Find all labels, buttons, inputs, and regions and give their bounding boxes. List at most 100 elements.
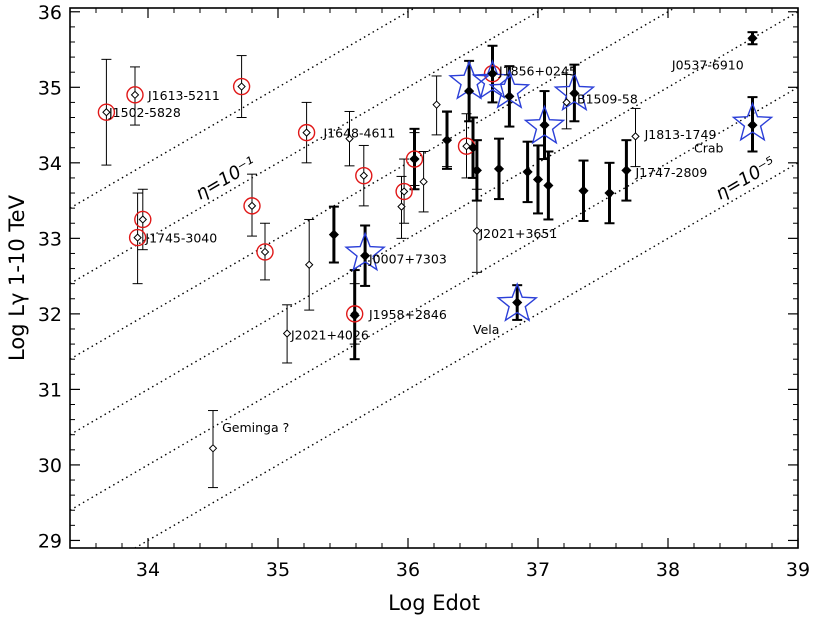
red-circle-markers	[97, 65, 502, 323]
thick-point-2	[360, 250, 371, 261]
annotation-label-7: Geminga ?	[222, 420, 289, 435]
thin-point-5	[237, 82, 246, 91]
thick-point-12	[522, 166, 533, 177]
efficiency-label-5: η=10⁻⁵	[712, 153, 780, 204]
thin-point-23	[631, 132, 640, 141]
thin-point-15	[399, 187, 409, 196]
y-tick-label-4: 33	[38, 228, 62, 250]
annotation-label-6: J2021+4026	[290, 327, 369, 342]
x-tick-label-1: 35	[266, 559, 290, 581]
red-circle-6	[256, 243, 274, 261]
red-circle-4	[232, 77, 251, 96]
red-circle-0	[97, 103, 116, 121]
annotation-label-8: J2021+3651	[479, 226, 558, 241]
thin-point-20	[462, 142, 471, 151]
annotation-label-5: J1958+2846	[368, 307, 447, 322]
y-tick-label-7: 36	[38, 2, 62, 24]
thick-point-16	[569, 88, 580, 99]
annotation-label-2: J1745-3040	[144, 231, 217, 246]
efficiency-line-1	[70, 8, 546, 285]
y-tick-label-2: 31	[38, 379, 62, 401]
thin-point-6	[247, 201, 257, 211]
thin-point-4	[208, 444, 218, 453]
annotation-label-10: J1856+0245	[498, 64, 577, 79]
red-circle-13	[483, 65, 502, 83]
red-circle-9	[355, 166, 373, 185]
efficiency-line-5	[133, 162, 798, 548]
red-circle-7	[297, 123, 316, 142]
thick-point-3	[409, 153, 420, 165]
thin-point-14	[397, 202, 406, 211]
red-circle-8	[346, 305, 364, 323]
x-tick-label-0: 34	[136, 559, 160, 581]
annotation-label-13: Crab	[694, 141, 724, 156]
red-circle-10	[395, 182, 413, 201]
blue-star-markers	[344, 59, 774, 322]
thin-point-13	[359, 171, 369, 180]
x-tick-label-3: 37	[526, 559, 550, 581]
thin-point-11	[345, 134, 354, 143]
thin-point-0	[102, 108, 111, 117]
thin-point-7	[260, 247, 270, 257]
x-tick-label-5: 39	[786, 559, 810, 581]
thick-point-21	[747, 33, 758, 44]
x-tick-label-2: 36	[396, 559, 420, 581]
annotation-label-4: J0007+7303	[368, 252, 447, 267]
thin-point-22	[562, 98, 571, 107]
thin-point-3	[138, 215, 148, 224]
thick-point-1	[349, 310, 360, 321]
thick-point-14	[539, 120, 550, 131]
efficiency-line-4	[70, 86, 798, 511]
blue-star-7	[731, 101, 774, 142]
thin-point-18	[432, 100, 441, 109]
thick-point-20	[747, 120, 758, 131]
thick-point-15	[543, 180, 554, 191]
data-points	[102, 33, 758, 453]
y-tick-label-1: 30	[38, 455, 62, 477]
red-circle-5	[243, 197, 261, 215]
y-tick-label-6: 35	[38, 77, 62, 99]
thick-point-19	[621, 165, 632, 176]
thick-point-5	[464, 86, 475, 97]
y-axis-title: Log Lγ 1-10 TeV	[5, 194, 29, 361]
thick-point-10	[504, 91, 515, 102]
thin-point-8	[282, 329, 292, 338]
y-tick-label-3: 32	[38, 304, 62, 326]
x-tick-label-4: 38	[656, 559, 680, 581]
thin-point-1	[130, 90, 140, 100]
thick-point-7	[471, 165, 482, 176]
annotation-label-1: J1502-5828	[108, 105, 181, 120]
efficiency-label-1: η=10⁻¹	[192, 153, 260, 204]
thin-point-10	[304, 260, 314, 269]
annotations: J1613-5211 J1502-5828 J1745-3040 J1648-4611…	[108, 58, 780, 436]
x-axis-title: Log Edot	[388, 591, 480, 615]
annotation-label-11: B1509-58	[577, 92, 638, 107]
thick-point-8	[487, 68, 498, 79]
blue-star-0	[344, 231, 386, 272]
annotation-label-9: Vela	[473, 322, 499, 337]
y-tick-label-0: 29	[38, 530, 62, 552]
thick-point-13	[532, 174, 544, 185]
efficiency-line-2	[70, 8, 676, 360]
thick-point-6	[467, 142, 479, 153]
thin-point-9	[302, 128, 311, 137]
thin-point-21	[472, 226, 482, 236]
efficiency-lines	[70, 8, 798, 548]
blue-star-6	[496, 282, 539, 322]
thick-point-4	[441, 135, 453, 146]
red-circle-1	[126, 86, 144, 104]
thin-point-2	[133, 233, 142, 242]
annotation-label-15: J0537-6910	[671, 58, 744, 73]
thick-point-0	[328, 229, 339, 240]
blue-star-5	[553, 71, 596, 112]
efficiency-line-3	[70, 11, 798, 436]
annotation-label-12: J1813-1749	[644, 127, 717, 142]
efficiency-line-0	[70, 8, 416, 209]
thick-point-18	[604, 187, 615, 199]
red-circle-2	[134, 210, 152, 229]
annotation-label-3: J1648-4611	[323, 126, 396, 141]
thin-point-17	[419, 177, 428, 186]
thick-point-9	[493, 163, 505, 174]
blue-star-4	[523, 104, 566, 145]
